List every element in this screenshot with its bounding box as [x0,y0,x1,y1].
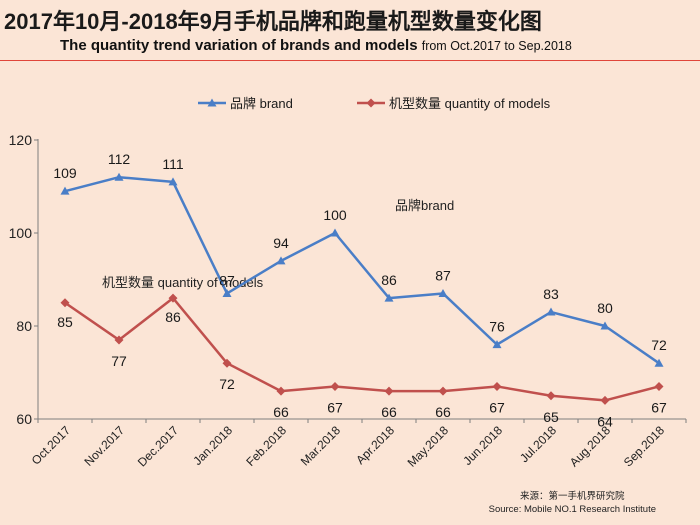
source-en: Source: Mobile NO.1 Research Institute [488,504,656,515]
source-cn: 来源：第一手机界研究院 [520,491,625,502]
x-tick-label: Sep.2018 [621,423,667,469]
models-data-label: 64 [597,413,613,429]
x-tick-label: Oct.2017 [29,423,74,468]
models-point [546,391,556,401]
brand-point [276,256,286,265]
models-point [492,381,502,391]
chart-title-en-range: from Oct.2017 to Sep.2018 [421,39,572,53]
brand-point [438,288,448,297]
models-point [384,386,394,396]
models-point [60,298,70,308]
x-tick-label: Nov.2017 [82,423,128,469]
brand-data-label: 100 [323,207,347,223]
brand-point [60,186,70,195]
models-point [168,293,178,303]
brand-point [654,358,664,367]
source-note: 来源：第一手机界研究院 Source: Mobile NO.1 Research… [489,490,656,516]
brand-point [330,228,340,237]
brand-data-label: 80 [597,300,613,316]
brand-point [168,177,178,186]
brand-data-label: 111 [162,156,183,172]
brand-point [222,288,232,297]
x-tick-label: Jul.2018 [517,423,559,465]
brand-data-label: 87 [219,272,235,288]
models-point [600,395,610,405]
title-divider [0,60,700,61]
x-tick-label: May.2018 [405,423,452,470]
x-tick-label: Aug.2018 [567,423,613,469]
models-data-label: 72 [219,376,235,392]
legend-models-label: 机型数量 quantity of models [389,96,551,111]
y-tick-label: 100 [9,225,33,241]
brand-data-label: 94 [273,235,289,251]
models-point [366,98,376,108]
models-point [114,335,124,345]
brand-point [546,307,556,316]
chart-title-en: The quantity trend variation of brands a… [60,37,572,54]
models-data-label: 77 [111,353,127,369]
x-tick-label: Jun.2018 [460,423,505,468]
brand-data-label: 87 [435,267,451,283]
brand-point [207,98,217,107]
models-data-label: 86 [165,309,181,325]
models-point [222,358,232,368]
models-point [654,381,664,391]
x-tick-label: Jan.2018 [190,423,235,468]
models-data-label: 66 [435,404,451,420]
y-tick-label: 60 [16,411,32,427]
brand-data-label: 72 [651,337,667,353]
annotation-models: 机型数量 quantity of models [102,275,264,290]
chart-title-en-main: The quantity trend variation of brands a… [60,37,418,54]
models-data-label: 67 [489,399,505,415]
brand-data-label: 86 [381,272,397,288]
brand-point [114,172,124,181]
models-data-label: 65 [543,409,559,425]
models-line [64,296,660,402]
x-tick-label: Mar.2018 [298,423,344,469]
brand-data-label: 83 [543,286,559,302]
brand-data-label: 112 [108,151,131,167]
x-tick-label: Dec.2017 [135,423,181,469]
brand-point [384,293,394,302]
models-point [276,386,286,396]
brand-point [492,340,502,349]
models-data-label: 66 [381,404,397,420]
models-data-label: 67 [651,399,667,415]
legend-brand-label: 品牌 brand [230,96,293,111]
models-data-label: 85 [57,314,73,330]
models-point [330,381,340,391]
annotation-brand: 品牌brand [395,198,454,213]
brand-data-label: 109 [53,165,77,181]
models-data-label: 66 [273,404,289,420]
models-data-label: 67 [327,399,343,415]
models-point [438,386,448,396]
y-tick-label: 120 [9,132,33,148]
brand-data-label: 76 [489,319,505,335]
brand-point [600,321,610,330]
x-tick-label: Apr.2018 [353,423,397,467]
brand-line [64,175,660,365]
y-tick-label: 80 [16,318,32,334]
x-tick-label: Feb.2018 [243,423,289,469]
chart-title-cn: 2017年10月-2018年9月手机品牌和跑量机型数量变化图 [4,9,542,34]
